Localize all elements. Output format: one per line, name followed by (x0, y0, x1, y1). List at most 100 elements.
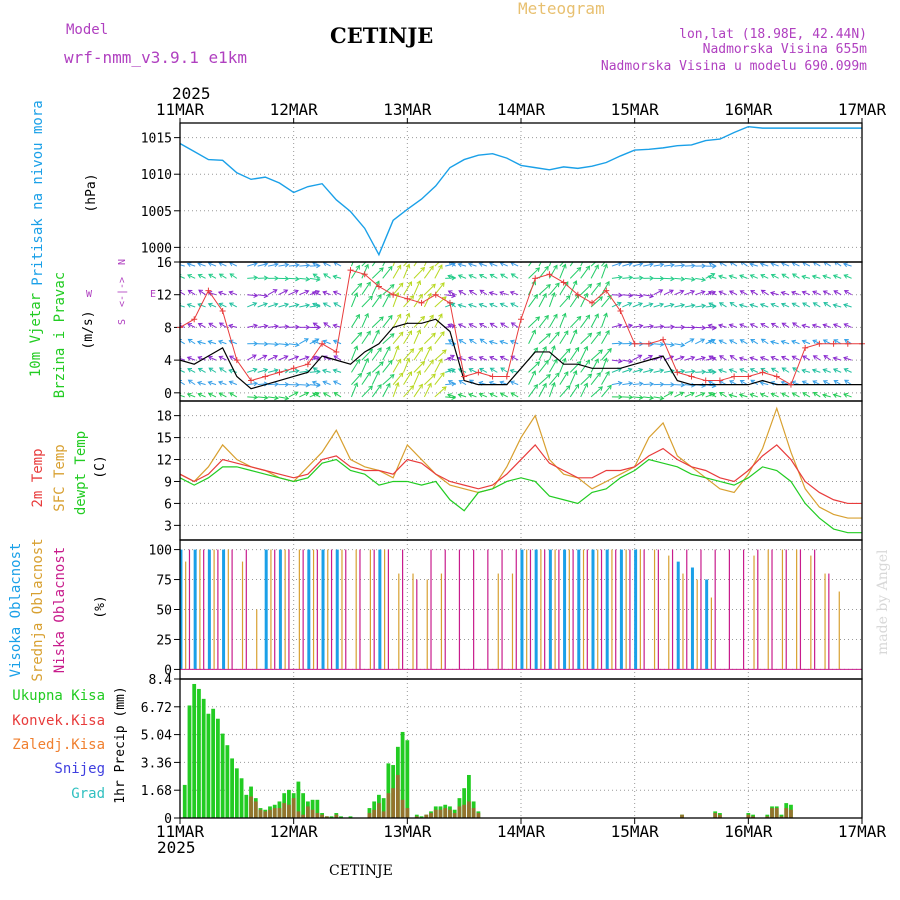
wind-arrow-head (628, 381, 634, 387)
wind-arrow (674, 391, 684, 398)
wind-arrow-head (729, 302, 735, 307)
wind-arrow (684, 264, 695, 267)
precip-bar-total (234, 768, 239, 818)
wind-arrow (771, 303, 779, 308)
wind-arrow-head (670, 262, 675, 268)
wind-arrow (382, 360, 393, 373)
temperature-y-tick-label: 3 (164, 519, 172, 534)
precip-bar-conv (713, 813, 718, 818)
wind-arrow-head (596, 331, 601, 336)
wind-arrow (499, 291, 508, 296)
wind-arrow (188, 338, 196, 345)
wind-arrow-head (218, 273, 224, 278)
wind-arrow-head (689, 338, 695, 343)
wind-arrow-head (458, 339, 464, 344)
wind-arrow-head (749, 274, 755, 279)
wind-arrow-head (555, 372, 560, 378)
wind-arrow (822, 394, 831, 398)
wind-arrow (611, 324, 622, 328)
wind-gust-marker (446, 299, 453, 306)
wind-arrow-head (294, 302, 300, 308)
precip-bar-conv (467, 801, 471, 818)
wind-arrow-head (228, 355, 234, 360)
wind-arrow-head (442, 256, 446, 260)
wind-arrow-head (531, 329, 537, 335)
wind-gust-marker (461, 373, 468, 380)
wind-arrow (323, 302, 331, 308)
wind-arrow (684, 370, 695, 373)
wind-arrow-head (638, 275, 644, 281)
wind-arrow-head (770, 380, 776, 386)
wind-arrow (299, 338, 309, 345)
wind-arrow (403, 385, 414, 398)
wind-arrow (180, 381, 186, 386)
wind-arrow-head (718, 339, 724, 344)
precip-bar-total (225, 745, 230, 818)
wind-arrow-head (284, 302, 290, 308)
wind-arrow-head (187, 323, 193, 328)
wind-arrow-head (398, 331, 404, 337)
wind-arrow-head (718, 302, 724, 307)
wind-arrow (480, 338, 488, 345)
wind-arrow (739, 323, 748, 328)
wind-arrow (219, 367, 227, 373)
wind-arrow (247, 262, 258, 267)
wind-arrow-head (416, 329, 422, 335)
wind-arrow (371, 267, 384, 279)
wind-arrow (559, 295, 571, 308)
wind-arrow (528, 361, 540, 373)
wind-arrow (590, 264, 599, 279)
wind-arrow (684, 290, 695, 296)
wind-arrow-head (812, 355, 818, 360)
wind-arrow-head (690, 355, 696, 361)
wind-arrow-head (717, 274, 723, 280)
wind-arrow-head (418, 383, 423, 389)
wind-arrow (760, 393, 769, 398)
wind-arrow-head (637, 354, 643, 360)
wind-arrow (559, 348, 571, 361)
wind-arrow (632, 396, 643, 399)
precip-bar-conv (405, 808, 410, 818)
wind-arrow-head (565, 348, 571, 353)
wind-arrow-head (409, 295, 415, 300)
wind-arrow (538, 293, 547, 308)
wind-arrow-head (416, 280, 422, 286)
wind-arrow-head (451, 293, 457, 299)
wind-arrow (844, 368, 852, 373)
wind-arrow (180, 394, 185, 398)
wind-arrow (208, 381, 217, 386)
wind-arrow-head (262, 354, 268, 360)
wind-arrow-head (659, 275, 665, 281)
wind-arrow-head (304, 289, 310, 295)
wind-arrow-head (468, 356, 473, 361)
wind-arrow (719, 262, 727, 267)
wind-arrow-head (332, 290, 338, 296)
wind-arrow (333, 355, 342, 361)
wind-arrow (740, 339, 748, 345)
wind-arrow-head (618, 292, 623, 298)
precip-bar-conv (424, 814, 429, 818)
wind-arrow-head (801, 380, 807, 385)
wind-gust-marker (532, 275, 539, 282)
wind-arrow-head (822, 274, 828, 280)
wind-arrow (247, 302, 257, 308)
wind-arrow (257, 396, 268, 399)
wind-arrow-head (728, 393, 734, 399)
wind-arrow-head (843, 356, 849, 361)
wind-arrow (559, 358, 566, 373)
wind-arrow (511, 273, 519, 279)
wind-arrow-head (368, 255, 372, 259)
wind-arrow (208, 367, 217, 373)
wind-arrow (180, 324, 185, 328)
wind-gust-marker (290, 365, 297, 372)
wind-arrow-head (217, 339, 223, 345)
wind-arrow-head (186, 262, 192, 267)
wind-arrow (371, 281, 380, 295)
wind-arrow-head (812, 392, 818, 397)
wind-arrow (511, 322, 519, 328)
wind-arrow-head (542, 292, 547, 298)
wind-arrow (510, 355, 519, 361)
time-label-bottom: 16MAR (724, 822, 773, 841)
wind-arrow-head (572, 280, 578, 286)
